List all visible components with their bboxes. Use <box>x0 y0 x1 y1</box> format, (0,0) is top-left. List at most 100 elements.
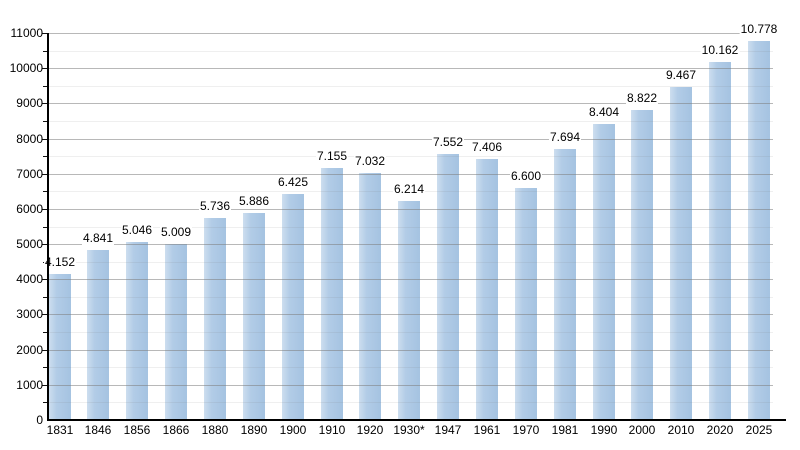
gridline-minor <box>49 121 773 122</box>
y-axis-tick <box>43 121 47 122</box>
bar-value-label: 10.162 <box>700 43 740 57</box>
bar <box>476 159 498 420</box>
x-axis-tick-label: 1910 <box>318 423 346 437</box>
y-axis-tick <box>43 156 47 157</box>
y-axis-tick <box>42 385 47 386</box>
bar <box>243 213 265 420</box>
bar-value-label: 6.214 <box>392 182 426 196</box>
y-axis-tick <box>42 244 47 245</box>
y-axis-tick-label: 10000 <box>9 61 43 75</box>
gridline-minor <box>49 51 773 52</box>
x-axis-tick-label: 1890 <box>240 423 268 437</box>
bar <box>631 110 653 420</box>
gridline-major <box>49 209 773 210</box>
y-axis-tick <box>43 297 47 298</box>
bar <box>748 41 770 420</box>
y-axis-tick <box>42 174 47 175</box>
gridline-major <box>49 279 773 280</box>
bar-value-label: 4.841 <box>81 231 115 245</box>
gridline-minor <box>49 297 773 298</box>
gridline-minor <box>49 402 773 403</box>
y-axis-tick-label: 9000 <box>16 96 43 110</box>
bar <box>670 87 692 420</box>
y-axis-tick <box>43 332 47 333</box>
y-axis-tick-label: 6000 <box>16 202 43 216</box>
x-axis-tick-label: 2000 <box>628 423 656 437</box>
gridline-minor <box>49 262 773 263</box>
bar <box>87 250 109 420</box>
bar-value-label: 10.778 <box>739 22 779 36</box>
bar <box>282 194 304 420</box>
bar <box>126 242 148 420</box>
bar-value-label: 7.032 <box>353 154 387 168</box>
y-axis-tick-label: 1000 <box>16 378 43 392</box>
x-axis-line <box>47 419 786 421</box>
bar-value-label: 8.404 <box>587 105 621 119</box>
y-axis-tick <box>43 367 47 368</box>
bar-value-label: 4.152 <box>43 255 77 269</box>
x-axis-tick-label: 1961 <box>473 423 501 437</box>
bar-value-label: 6.425 <box>276 175 310 189</box>
bar <box>515 188 537 420</box>
gridline-major <box>49 33 773 34</box>
gridline-minor <box>49 332 773 333</box>
y-axis-tick <box>43 402 47 403</box>
y-axis-tick-label: 4000 <box>16 272 43 286</box>
bar <box>398 201 420 420</box>
gridline-major <box>49 385 773 386</box>
x-axis-tick-label: 1900 <box>279 423 307 437</box>
x-axis-tick-label: 1831 <box>46 423 74 437</box>
x-axis-tick-label: 1920 <box>356 423 384 437</box>
bar-value-label: 6.600 <box>509 169 543 183</box>
y-axis-tick-label: 11000 <box>10 26 43 40</box>
y-axis-tick <box>43 51 47 52</box>
gridline-major <box>49 174 773 175</box>
gridline-major <box>49 68 773 69</box>
x-axis-tick-label: 1990 <box>590 423 618 437</box>
x-axis-tick-label: 2010 <box>667 423 695 437</box>
bar-value-label: 7.552 <box>431 135 465 149</box>
bar-value-label: 7.155 <box>315 149 349 163</box>
bar-value-label: 5.046 <box>120 223 154 237</box>
y-axis-tick-label: 0 <box>36 413 43 427</box>
bar <box>204 218 226 420</box>
gridline-major <box>49 244 773 245</box>
bar <box>49 274 71 420</box>
x-axis-tick-label: 1947 <box>434 423 462 437</box>
gridline-minor <box>49 227 773 228</box>
bar-value-label: 5.009 <box>159 225 193 239</box>
bar-value-label: 8.822 <box>625 91 659 105</box>
y-axis-tick-label: 5000 <box>16 237 43 251</box>
bar-value-label: 9.467 <box>664 68 698 82</box>
bar <box>437 154 459 420</box>
gridline-minor <box>49 86 773 87</box>
y-axis-tick <box>42 33 47 34</box>
gridline-major <box>49 314 773 315</box>
y-axis-tick <box>42 68 47 69</box>
x-axis-tick-label: 1981 <box>551 423 579 437</box>
x-axis-tick-label: 1856 <box>123 423 151 437</box>
x-axis-tick-label: 1866 <box>162 423 190 437</box>
bar <box>593 124 615 420</box>
gridline-major <box>49 103 773 104</box>
x-axis-tick-label: 1846 <box>84 423 112 437</box>
bar-value-label: 5.886 <box>237 194 271 208</box>
y-axis-tick <box>42 279 47 280</box>
bar <box>709 62 731 420</box>
bar-value-label: 5.736 <box>198 199 232 213</box>
gridline-minor <box>49 156 773 157</box>
bar <box>359 173 381 420</box>
y-axis-tick <box>42 103 47 104</box>
x-axis-tick-label: 2020 <box>706 423 734 437</box>
x-axis-tick-label: 1930* <box>393 423 425 437</box>
y-axis-tick-label: 3000 <box>16 307 43 321</box>
gridline-minor <box>49 367 773 368</box>
y-axis-tick <box>42 139 47 140</box>
y-axis-tick-label: 2000 <box>16 343 43 357</box>
gridline-major <box>49 350 773 351</box>
y-axis-tick-label: 7000 <box>16 167 43 181</box>
bar <box>554 149 576 420</box>
bar <box>165 244 187 420</box>
gridline-major <box>49 139 773 140</box>
